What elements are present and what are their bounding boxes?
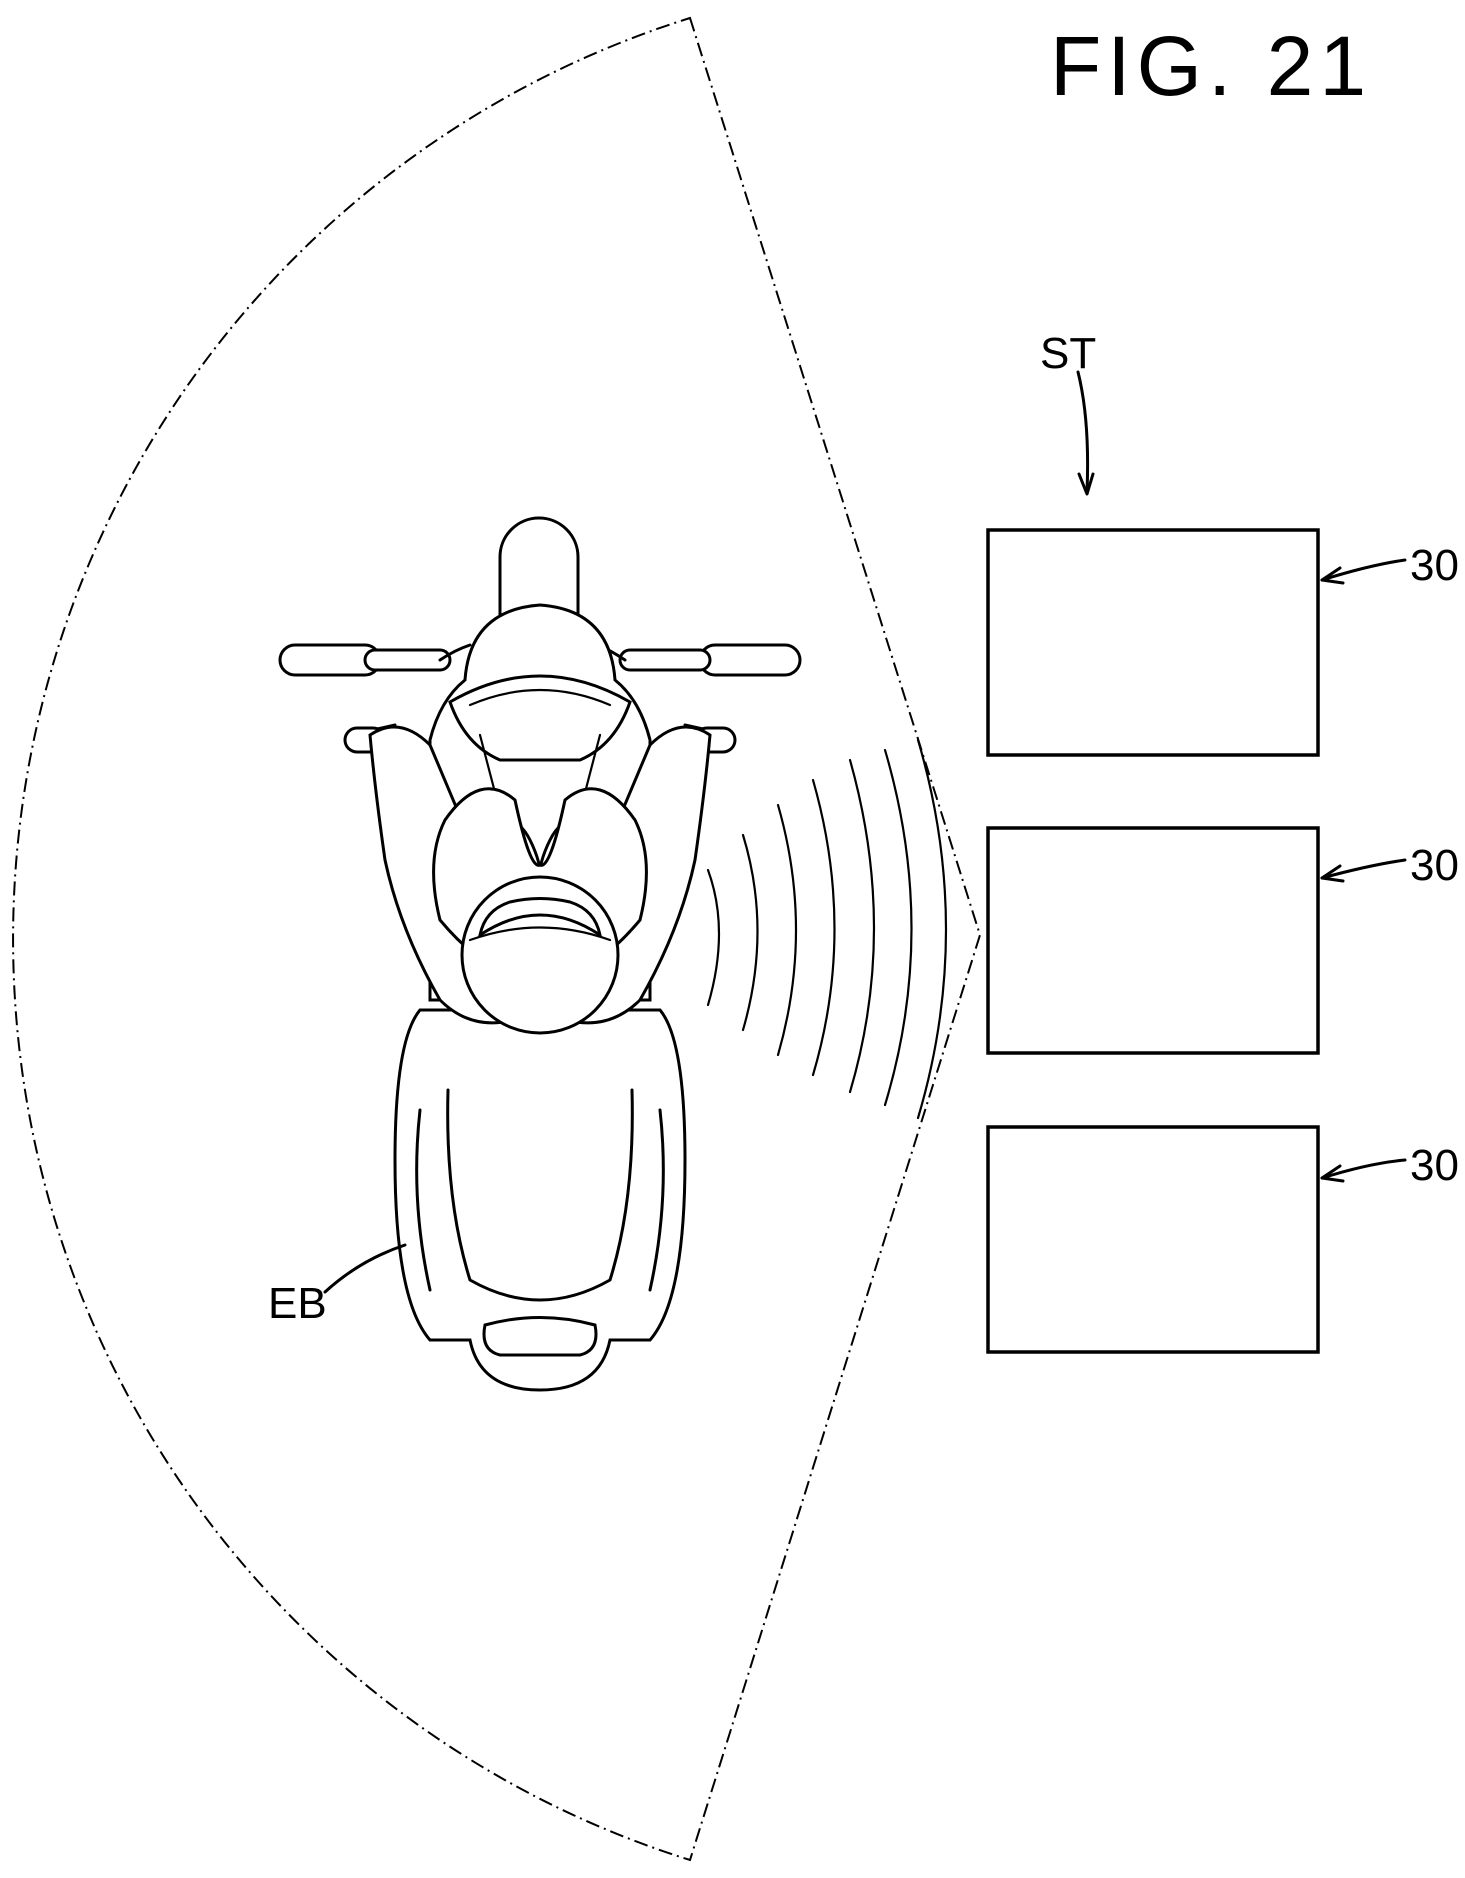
unit-box-bottom [988, 1127, 1318, 1352]
tail-light [484, 1318, 596, 1356]
label-30-bottom: 30 [1410, 1141, 1459, 1190]
unit-box-top [988, 530, 1318, 755]
figure-title: FIG. 21 [1050, 19, 1372, 113]
left-lever [365, 650, 450, 670]
label-30-top: 30 [1410, 541, 1459, 590]
right-grip [700, 645, 800, 675]
electric-motorcycle [280, 518, 800, 1390]
right-lever [620, 650, 710, 670]
label-eb: EB [268, 1279, 327, 1328]
label-st: ST [1040, 329, 1096, 378]
label-30-middle: 30 [1410, 841, 1459, 890]
unit-box-middle [988, 828, 1318, 1053]
signal-waves [708, 740, 946, 1118]
